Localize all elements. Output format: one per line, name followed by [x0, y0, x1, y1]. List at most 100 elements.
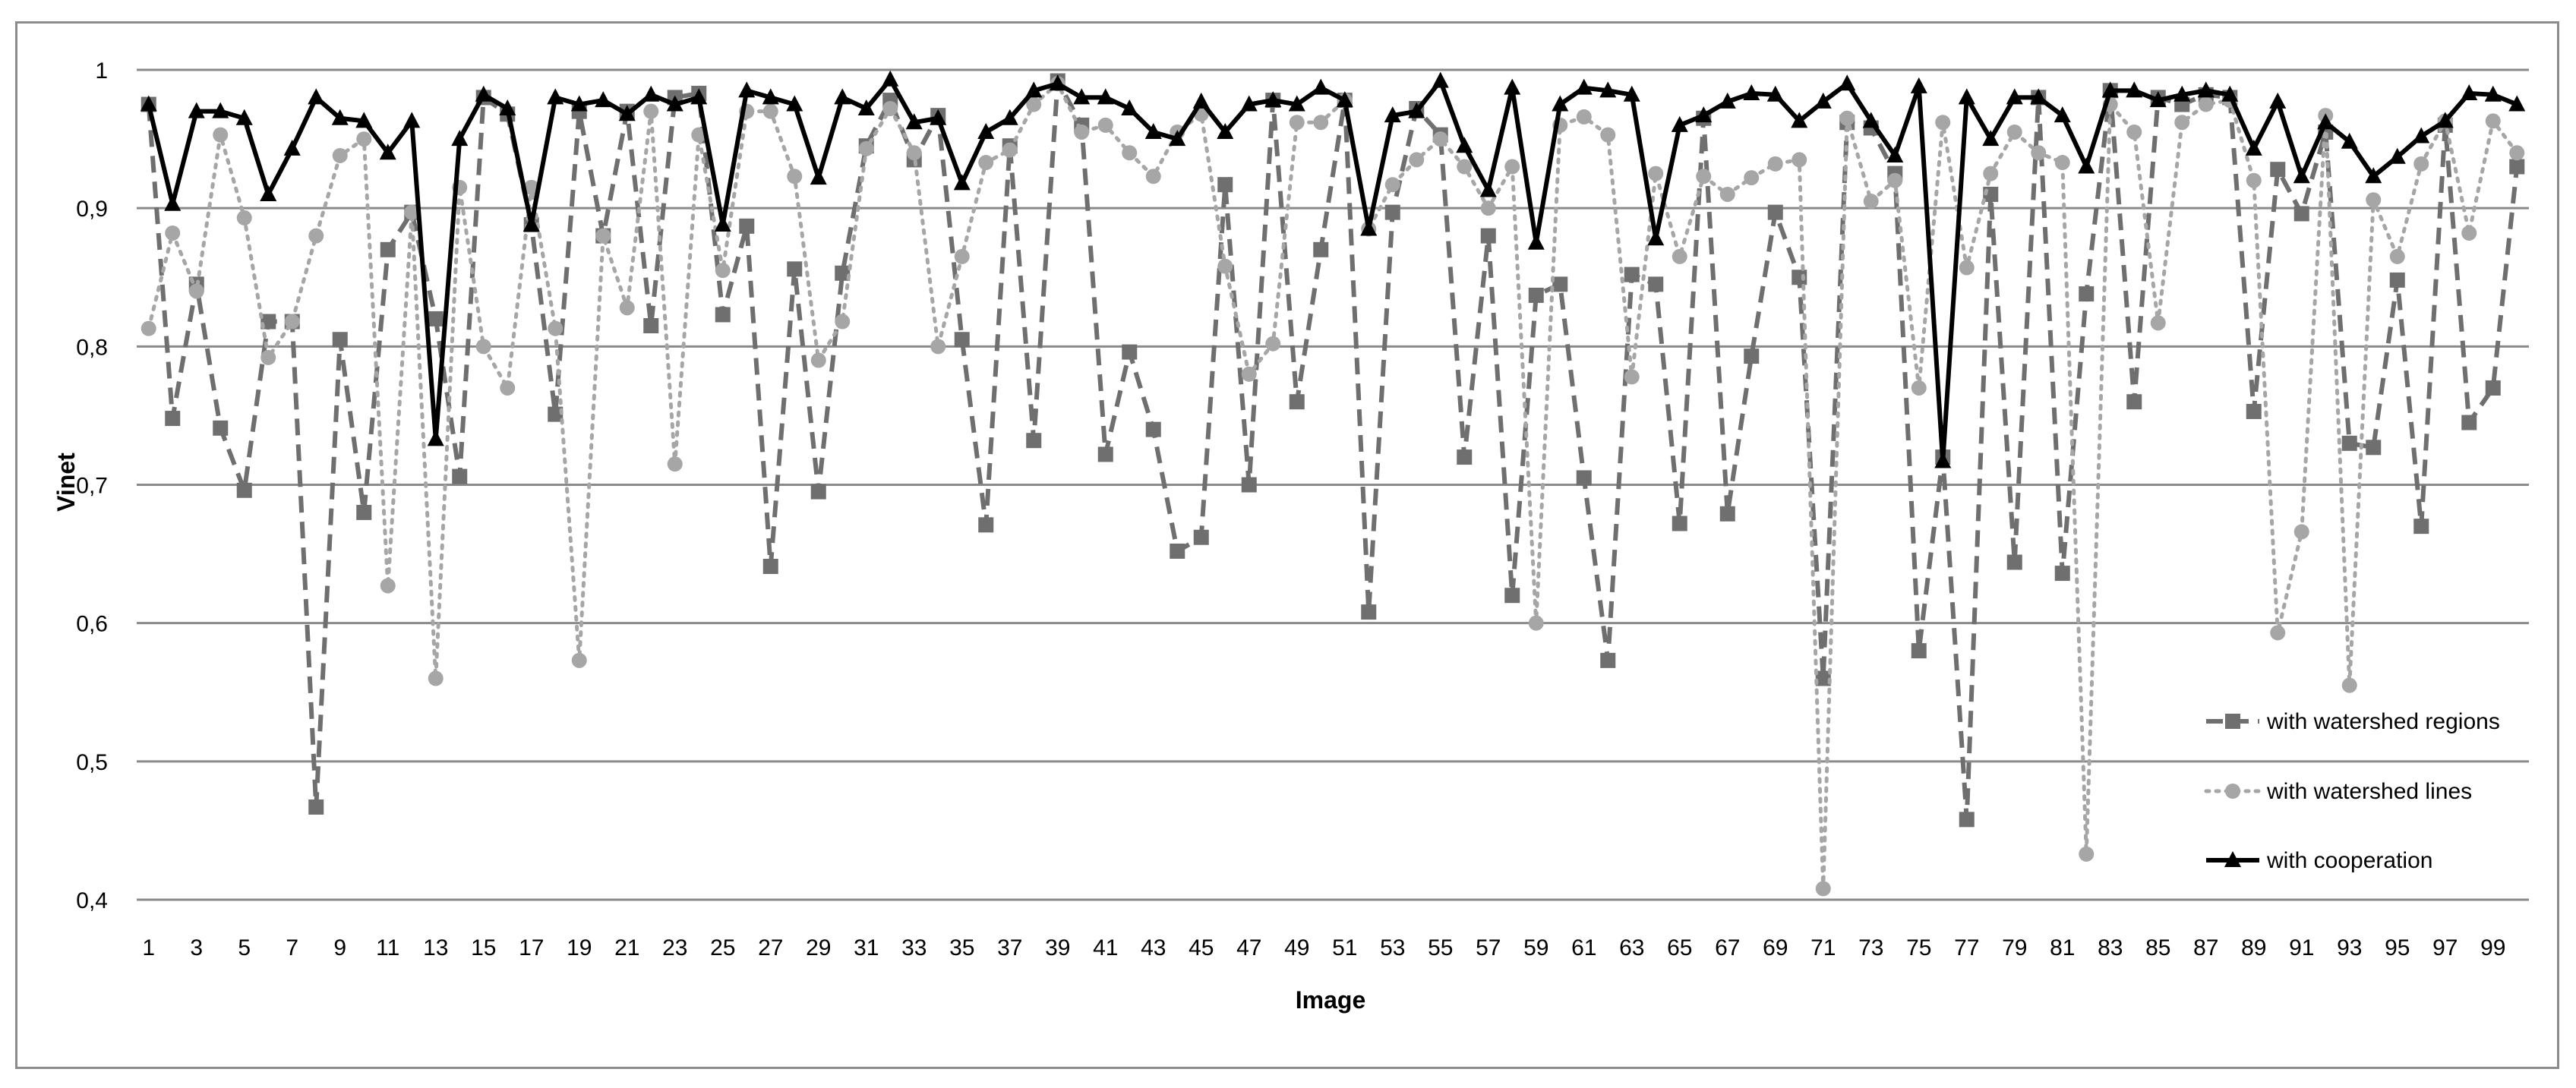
data-point: [500, 380, 516, 396]
data-point: [1623, 85, 1640, 102]
x-tick-label: 1: [142, 935, 155, 960]
y-tick-label: 1: [95, 58, 108, 84]
x-tick-label: 31: [854, 935, 879, 960]
x-tick-label: 61: [1571, 935, 1596, 960]
data-point: [1480, 200, 1496, 216]
data-point: [882, 70, 899, 87]
data-point: [1624, 369, 1640, 385]
data-point: [667, 456, 683, 472]
data-point: [1384, 204, 1400, 220]
data-point: [2126, 124, 2142, 140]
data-point: [1911, 380, 1927, 396]
data-point: [2126, 81, 2143, 98]
data-point: [2245, 139, 2262, 156]
data-point: [1026, 96, 1042, 112]
x-tick-label: 17: [519, 935, 544, 960]
data-point: [165, 411, 181, 427]
x-tick-label: 27: [758, 935, 783, 960]
data-point: [1336, 91, 1353, 108]
x-tick-label: 41: [1093, 935, 1118, 960]
data-point: [428, 311, 444, 326]
data-point: [2078, 157, 2095, 174]
data-point: [235, 109, 253, 125]
data-point: [2365, 167, 2382, 184]
data-point: [165, 225, 181, 241]
data-point: [1815, 670, 1831, 686]
data-point: [523, 179, 539, 195]
data-point: [1576, 470, 1592, 486]
data-point: [810, 169, 827, 185]
data-point: [331, 109, 349, 125]
data-point: [403, 112, 421, 128]
data-point: [1983, 166, 1999, 181]
data-point: [643, 318, 659, 334]
x-tick-label: 95: [2385, 935, 2410, 960]
data-point: [1145, 169, 1161, 184]
data-point: [2484, 85, 2502, 102]
data-point: [762, 88, 779, 105]
data-point: [690, 88, 708, 105]
x-tick-label: 77: [1954, 935, 1979, 960]
data-point: [1958, 88, 1975, 105]
data-point: [1457, 159, 1473, 175]
data-point: [1026, 433, 1042, 449]
data-point: [1504, 78, 1521, 95]
x-tick-label: 83: [2098, 935, 2123, 960]
x-tick-label: 79: [2002, 935, 2027, 960]
data-point: [427, 430, 444, 446]
data-point: [2413, 156, 2429, 172]
data-point: [1576, 109, 1592, 125]
legend-item: with watershed lines: [2204, 779, 2472, 804]
series-group: [140, 70, 2526, 897]
data-point: [1409, 152, 1425, 168]
data-point: [1240, 95, 1258, 112]
x-tick-label: 23: [662, 935, 687, 960]
data-point: [1671, 115, 1688, 132]
data-point: [356, 131, 372, 147]
data-point: [1457, 449, 1473, 465]
x-tick-label: 69: [1763, 935, 1788, 960]
data-point: [2389, 248, 2405, 264]
legend-label: with cooperation: [2266, 848, 2432, 873]
data-point: [1911, 643, 1927, 659]
data-point: [619, 300, 635, 316]
x-tick-label: 57: [1476, 935, 1501, 960]
data-point: [1384, 106, 1401, 123]
y-axis-title: Vinet: [52, 453, 80, 512]
data-point: [2197, 81, 2215, 98]
y-tick-label: 0,5: [76, 750, 108, 775]
data-point: [260, 349, 276, 365]
data-point: [642, 85, 660, 102]
data-point: [595, 228, 611, 244]
data-point: [404, 204, 420, 220]
data-point: [1170, 543, 1185, 559]
data-point: [2054, 566, 2070, 582]
x-tick-label: 43: [1141, 935, 1166, 960]
data-point: [882, 101, 898, 117]
data-point: [2198, 96, 2214, 112]
data-point: [1480, 228, 1496, 244]
x-tick-label: 63: [1619, 935, 1644, 960]
data-point: [452, 468, 468, 484]
data-point: [1361, 604, 1377, 620]
data-point: [905, 113, 923, 130]
data-point: [380, 578, 396, 594]
x-tick-label: 97: [2432, 935, 2458, 960]
data-point: [978, 517, 994, 533]
data-point: [1528, 615, 1544, 631]
data-point: [2509, 145, 2525, 161]
legend-marker: [2224, 851, 2241, 867]
data-point: [1097, 446, 1113, 462]
data-point: [2436, 112, 2454, 128]
data-point: [762, 558, 778, 574]
data-point: [1144, 122, 1162, 139]
data-point: [570, 95, 588, 112]
data-point: [475, 339, 491, 355]
data-point: [1862, 112, 1880, 128]
data-point: [2341, 677, 2357, 693]
data-point: [1122, 344, 1138, 360]
x-tick-label: 91: [2289, 935, 2314, 960]
data-point: [2030, 88, 2047, 105]
data-point: [2366, 192, 2382, 208]
data-point: [1025, 81, 1043, 98]
